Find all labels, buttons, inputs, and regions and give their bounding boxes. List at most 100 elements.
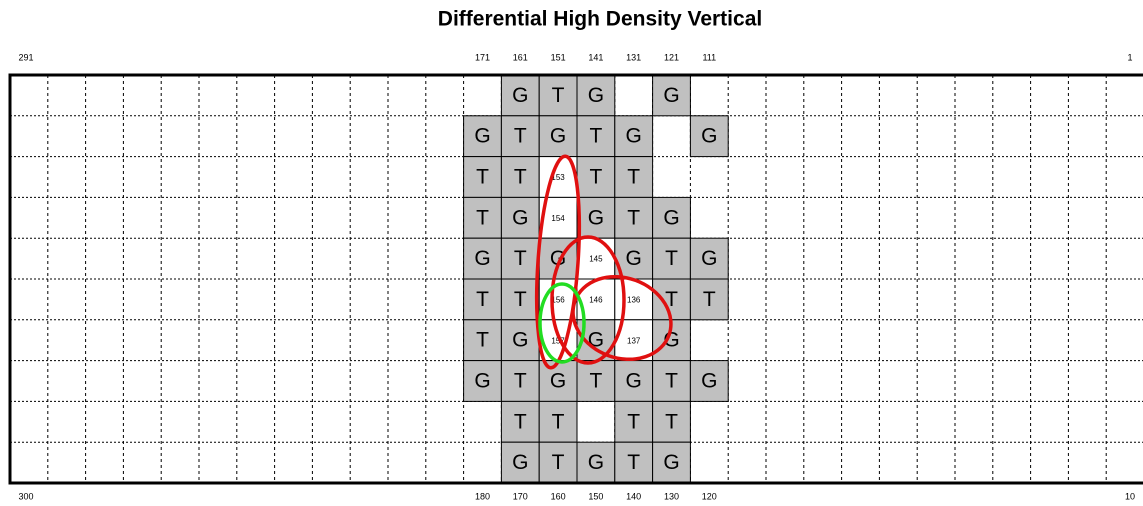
column-label: 170	[513, 491, 528, 501]
cell-letter: G	[663, 451, 679, 474]
column-label: 120	[702, 491, 717, 501]
cell-letter: T	[703, 288, 716, 311]
cell-number: 137	[627, 336, 641, 345]
cell	[463, 237, 502, 280]
cell	[576, 74, 616, 117]
cell-letter: G	[512, 206, 528, 229]
cell	[463, 360, 502, 402]
cell	[652, 278, 691, 321]
column-label: 171	[475, 52, 490, 62]
cell-letter: T	[589, 370, 602, 393]
top-right-label: 1	[1127, 52, 1132, 62]
cell-letter: T	[476, 206, 489, 229]
cell	[652, 74, 691, 117]
cell	[652, 196, 691, 239]
cell-number: 145	[589, 255, 603, 264]
cell-letter: G	[701, 247, 717, 270]
cell-letter: G	[626, 370, 642, 393]
highlights	[534, 154, 673, 370]
cell-letter: G	[474, 247, 490, 270]
cell	[689, 278, 729, 321]
cell	[652, 360, 691, 402]
cell	[500, 360, 540, 402]
cell-letter: T	[476, 166, 489, 189]
cell-letter: T	[476, 288, 489, 311]
cell	[614, 156, 654, 198]
cell	[538, 441, 578, 484]
cell-letter: G	[701, 370, 717, 393]
cell	[652, 237, 691, 280]
column-label: 121	[664, 52, 679, 62]
cell	[576, 196, 616, 239]
cell-number: 136	[627, 296, 641, 305]
cell-letter: G	[474, 370, 490, 393]
cell	[463, 278, 502, 321]
cell-letter: T	[514, 166, 527, 189]
column-label: 151	[551, 52, 566, 62]
cell-letter: G	[550, 370, 566, 393]
cell-number: 153	[551, 173, 565, 182]
cell-number: 154	[551, 214, 565, 223]
cell-letter: T	[627, 451, 640, 474]
cell-letter: T	[476, 329, 489, 352]
cell-letter: T	[514, 410, 527, 433]
cell	[614, 115, 654, 158]
cell-letter: T	[514, 125, 527, 148]
cell-letter: T	[627, 410, 640, 433]
cell	[689, 115, 729, 158]
cell-letter: T	[589, 125, 602, 148]
column-label: 111	[702, 52, 716, 62]
cell-letter: G	[588, 451, 604, 474]
top-left-label: 291	[18, 52, 33, 62]
cell-letter: T	[514, 288, 527, 311]
cell-number: 157	[551, 336, 565, 345]
cell-letter: T	[665, 247, 678, 270]
cell-letter: T	[589, 166, 602, 189]
cell-letter: T	[665, 370, 678, 393]
cell-letter: T	[552, 451, 565, 474]
cell-number: 146	[589, 296, 603, 305]
cell-letter: G	[512, 451, 528, 474]
red-ellipse	[571, 274, 673, 362]
red-ellipse	[534, 154, 582, 370]
bottom-left-label: 300	[18, 491, 33, 501]
cell-letter: G	[588, 84, 604, 107]
column-label: 131	[626, 52, 641, 62]
cell-letter: G	[474, 125, 490, 148]
frame	[8, 73, 1143, 485]
cell	[538, 196, 578, 239]
cell-letter: T	[552, 410, 565, 433]
cell-letter: G	[663, 206, 679, 229]
cell-number: 156	[551, 296, 565, 305]
cell	[689, 360, 729, 402]
cell-letter: G	[550, 125, 566, 148]
cell	[652, 400, 691, 443]
cell	[463, 319, 502, 362]
cell-letter: G	[588, 206, 604, 229]
cell-letter: T	[514, 370, 527, 393]
cell-letter: T	[552, 84, 565, 107]
cell-letter: G	[663, 84, 679, 107]
title: Differential High Density Vertical	[438, 8, 762, 31]
bottom-right-label: 10	[1125, 491, 1135, 501]
cell-letter: G	[626, 125, 642, 148]
column-label: 141	[588, 52, 603, 62]
cell	[576, 156, 616, 198]
column-label: 150	[588, 491, 603, 501]
column-label: 160	[551, 491, 566, 501]
cell-letter: T	[665, 410, 678, 433]
cell	[576, 115, 616, 158]
column-label: 180	[475, 491, 490, 501]
cell-letter: G	[512, 84, 528, 107]
cell-letter: T	[627, 166, 640, 189]
cell-letter: T	[665, 288, 678, 311]
cell-letter: T	[627, 206, 640, 229]
cell-letter: G	[701, 125, 717, 148]
green-ellipse	[538, 282, 586, 364]
cell-letter: T	[514, 247, 527, 270]
red-ellipse	[550, 235, 626, 365]
cell-letter: G	[626, 247, 642, 270]
cell	[538, 400, 578, 443]
cell	[500, 319, 540, 362]
